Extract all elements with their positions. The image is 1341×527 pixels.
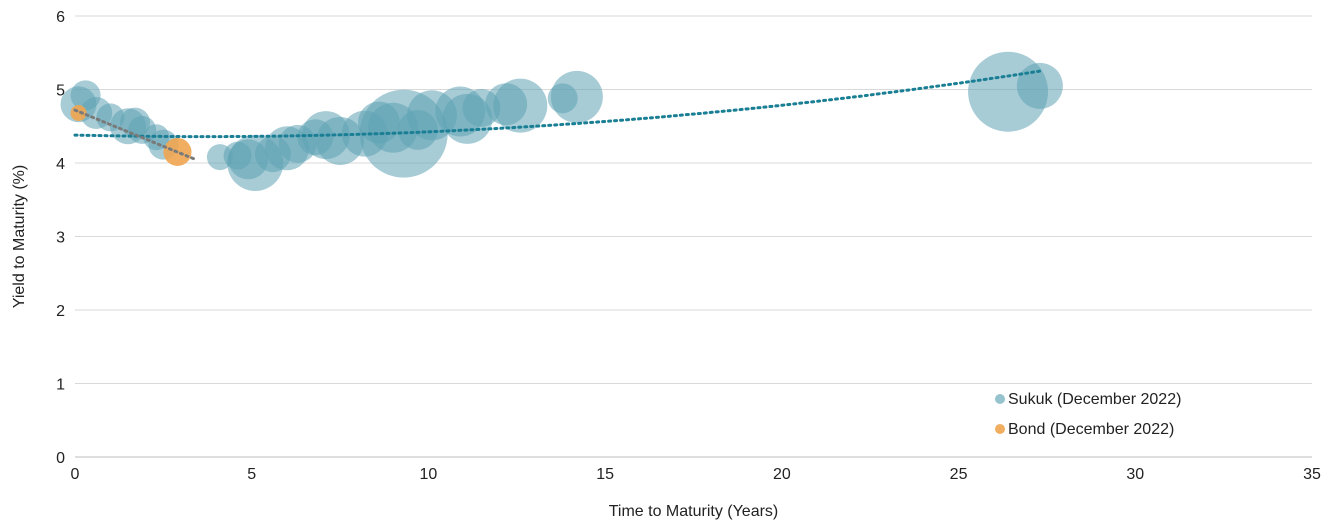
legend-sukuk-marker	[995, 394, 1005, 404]
y-tick-label: 1	[56, 377, 65, 394]
legend-sukuk-label: Sukuk (December 2022)	[1008, 391, 1181, 408]
gridlines	[75, 15, 1312, 384]
y-tick-label: 6	[56, 9, 65, 26]
x-tick-label: 15	[596, 466, 614, 483]
y-axis-ticks: 0 1 2 3 4 5 6	[56, 9, 65, 467]
x-tick-label: 25	[950, 466, 968, 483]
x-tick-label: 30	[1126, 466, 1144, 483]
y-tick-label: 4	[56, 156, 65, 173]
bond-bubble	[70, 105, 87, 122]
y-tick-label: 2	[56, 303, 65, 320]
y-axis-title: Yield to Maturity (%)	[11, 165, 28, 308]
sukuk-trendline	[73, 69, 1042, 139]
x-axis-ticks: 0 5 10 15 20 25 30 35	[71, 466, 1321, 483]
legend: Sukuk (December 2022) Bond (December 2022…	[995, 391, 1181, 438]
x-tick-label: 0	[71, 466, 80, 483]
y-tick-label: 0	[56, 450, 65, 467]
legend-bond-marker	[995, 424, 1005, 434]
bond-trendline	[73, 108, 197, 161]
legend-bond-label: Bond (December 2022)	[1008, 421, 1174, 438]
trendline-layer	[73, 69, 1042, 161]
x-axis-title: Time to Maturity (Years)	[609, 503, 779, 520]
x-tick-label: 10	[420, 466, 438, 483]
bubble-layer	[60, 51, 1063, 191]
sukuk-bubble	[493, 78, 548, 133]
y-tick-label: 3	[56, 230, 65, 247]
x-tick-label: 20	[773, 466, 791, 483]
sukuk-bubble	[550, 70, 603, 123]
x-tick-label: 5	[247, 466, 256, 483]
x-tick-label: 35	[1303, 466, 1321, 483]
y-tick-label: 5	[56, 83, 65, 100]
